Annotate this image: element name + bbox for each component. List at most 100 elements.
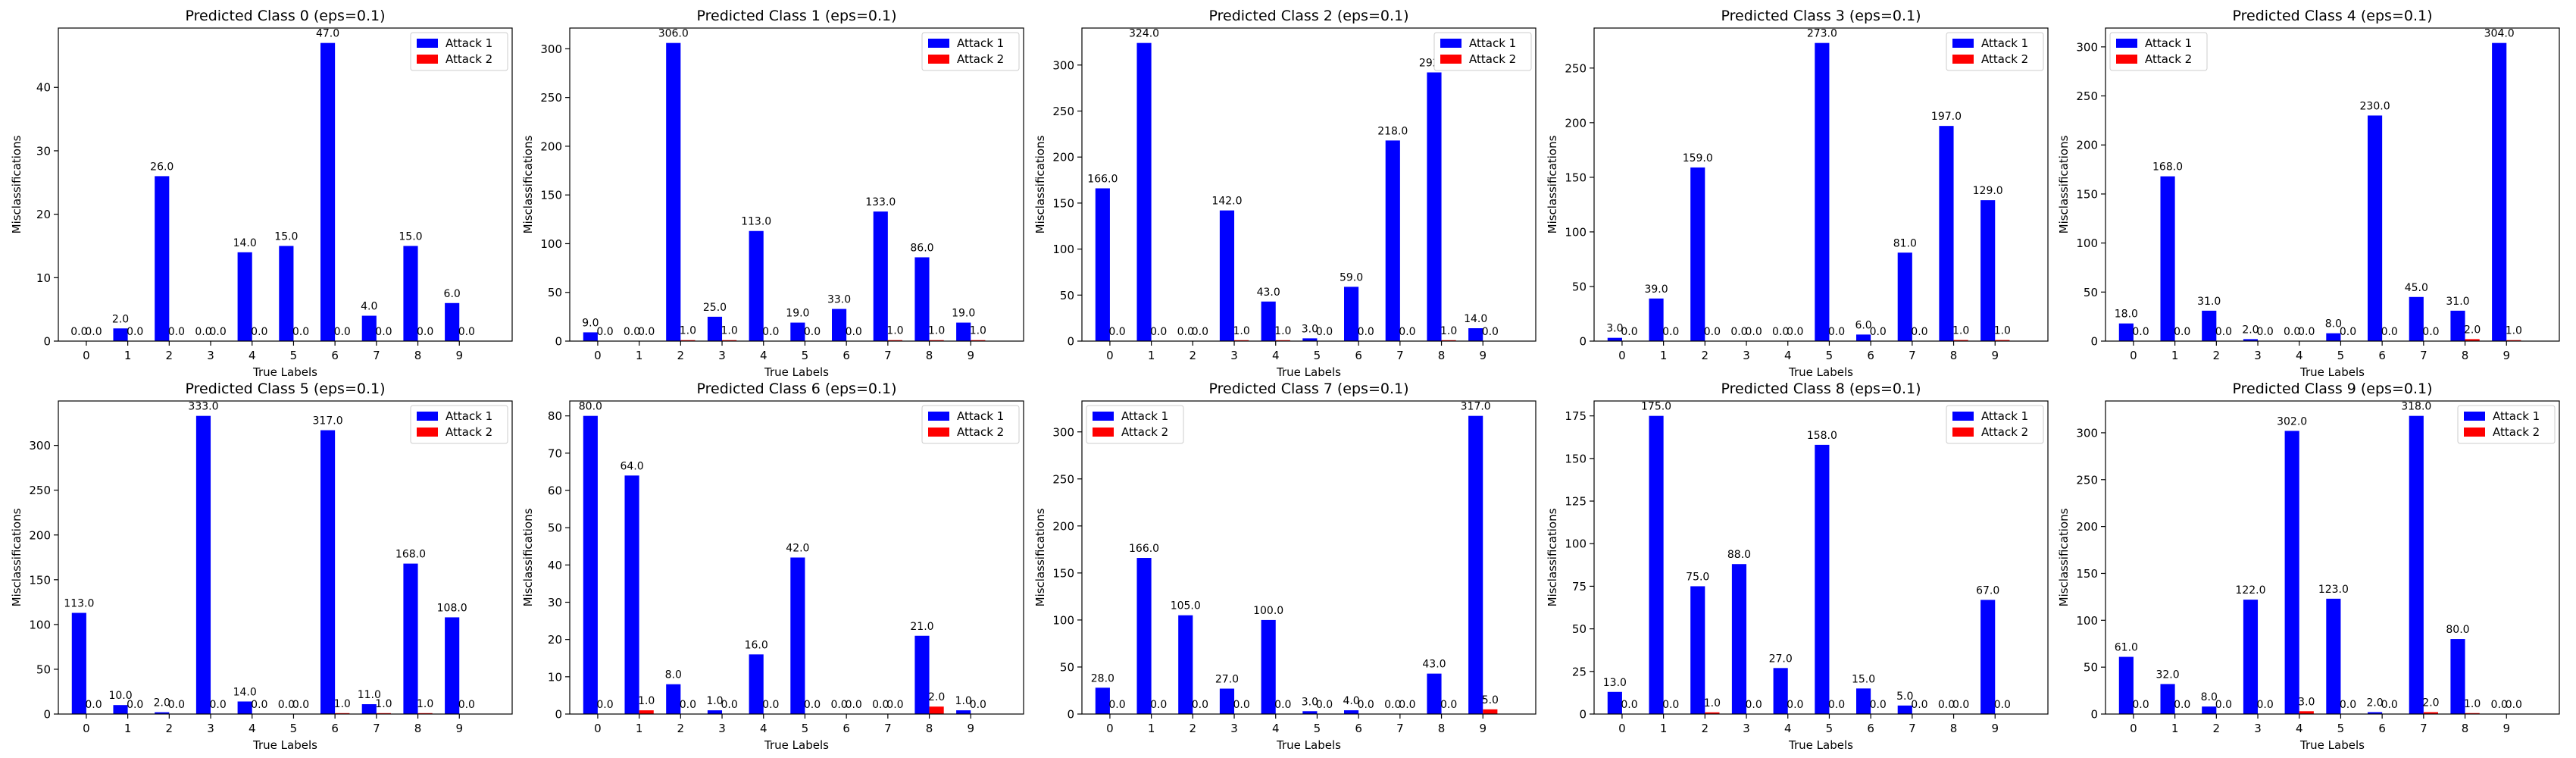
- data-label: 0.0: [1730, 326, 1747, 338]
- x-tick-label: 6: [2378, 349, 2386, 362]
- y-tick-label: 200: [2076, 520, 2098, 534]
- x-tick-label: 7: [1396, 349, 1404, 362]
- bar-attack1: [707, 316, 723, 341]
- legend: Attack 1 Attack 2: [2457, 405, 2556, 444]
- y-tick-label: 300: [2076, 426, 2098, 440]
- data-label: 14.0: [233, 686, 257, 698]
- data-label: 6.0: [444, 288, 461, 300]
- data-label: 0.0: [2340, 326, 2356, 338]
- legend-label-attack1: Attack 1: [2493, 409, 2540, 423]
- y-tick-label: 20: [36, 208, 51, 221]
- data-label: 67.0: [1976, 584, 1999, 597]
- axes-frame: [569, 27, 1024, 342]
- bar-attack2: [680, 340, 696, 341]
- data-label: 0.0: [2340, 699, 2356, 711]
- y-tick-label: 30: [36, 144, 51, 158]
- bar-attack1: [583, 332, 598, 341]
- data-label: 0.0: [2132, 326, 2149, 338]
- data-label: 43.0: [1257, 287, 1280, 299]
- bar-attack2: [929, 340, 944, 341]
- x-tick-label: 5: [290, 349, 298, 362]
- bar-attack1: [666, 684, 681, 714]
- y-tick-label: 300: [1052, 425, 1074, 439]
- subplot-8: Predicted Class 8 (eps=0.1)13.00.0175.00…: [1546, 381, 2049, 752]
- data-label: 3.0: [1302, 323, 1318, 335]
- x-tick-label: 5: [802, 722, 809, 735]
- bar-attack1: [361, 704, 377, 714]
- x-axis-label: True Labels: [2299, 365, 2365, 379]
- legend-label-attack1: Attack 1: [1121, 409, 1168, 423]
- data-label: 1.0: [706, 695, 723, 707]
- data-label: 175.0: [1641, 401, 1671, 413]
- data-label: 0.0: [195, 326, 211, 338]
- x-tick-label: 0: [2130, 349, 2137, 362]
- bar-attack1: [155, 176, 170, 341]
- x-tick-label: 7: [884, 349, 892, 362]
- data-label: 0.0: [1787, 699, 1803, 711]
- x-tick-label: 9: [967, 722, 974, 735]
- data-label: 317.0: [313, 415, 343, 428]
- bar-attack1: [445, 302, 460, 341]
- legend-label-attack2: Attack 2: [1981, 52, 2028, 66]
- x-tick-label: 1: [1148, 349, 1155, 362]
- data-label: 0.0: [1911, 326, 1927, 338]
- bar-attack1: [2243, 339, 2259, 341]
- x-tick-label: 3: [1743, 349, 1750, 362]
- bar-attack1: [320, 42, 336, 342]
- legend: Attack 1 Attack 2: [2109, 32, 2208, 71]
- y-tick-label: 50: [2084, 286, 2098, 299]
- bar-attack2: [1234, 340, 1249, 341]
- data-label: 4.0: [1343, 695, 1359, 707]
- data-label: 4.0: [361, 301, 377, 313]
- bar-attack2: [971, 340, 986, 341]
- data-label: 302.0: [2277, 415, 2307, 428]
- x-tick-label: 3: [2254, 722, 2262, 735]
- y-tick-label: 70: [548, 446, 562, 460]
- x-tick-label: 7: [373, 722, 380, 735]
- data-label: 0.0: [1482, 326, 1499, 338]
- x-tick-label: 1: [1660, 722, 1668, 735]
- x-axis-label: True Labels: [1788, 738, 1853, 752]
- data-label: 1.0: [680, 325, 696, 337]
- data-label: 31.0: [2446, 296, 2469, 308]
- data-label: 158.0: [1807, 430, 1837, 442]
- data-label: 14.0: [233, 237, 257, 249]
- data-label: 0.0: [596, 326, 613, 338]
- y-tick-label: 50: [548, 522, 562, 535]
- bar-attack2: [722, 340, 737, 341]
- legend-label-attack2: Attack 2: [957, 425, 1004, 439]
- legend-swatch-attack2: [928, 428, 949, 437]
- data-label: 1.0: [955, 695, 972, 707]
- x-tick-label: 4: [249, 722, 256, 735]
- data-label: 2.0: [928, 691, 945, 703]
- y-tick-label: 200: [540, 139, 562, 153]
- x-tick-label: 1: [2171, 722, 2179, 735]
- data-label: 0.0: [1621, 326, 1637, 338]
- data-label: 0.0: [2381, 699, 2398, 711]
- legend-swatch-attack1: [928, 39, 949, 48]
- data-label: 45.0: [2405, 282, 2428, 294]
- data-label: 3.0: [1302, 696, 1318, 708]
- x-tick-label: 0: [1618, 722, 1626, 735]
- x-tick-label: 8: [2462, 722, 2469, 735]
- data-label: 0.0: [2132, 699, 2149, 711]
- bar-attack1: [1302, 711, 1318, 714]
- x-tick-label: 4: [760, 349, 767, 362]
- legend-label-attack2: Attack 2: [1981, 425, 2028, 439]
- data-label: 0.0: [762, 326, 779, 338]
- data-label: 0.0: [2298, 326, 2315, 338]
- x-tick-label: 4: [2296, 722, 2303, 735]
- data-label: 0.0: [1787, 326, 1803, 338]
- bar-attack1: [155, 712, 170, 714]
- x-tick-label: 1: [636, 722, 643, 735]
- data-label: 333.0: [188, 401, 218, 413]
- data-label: 159.0: [1683, 152, 1713, 164]
- y-tick-label: 25: [1572, 665, 1587, 678]
- y-axis-label: Misclassifications: [2057, 508, 2071, 606]
- x-tick-label: 7: [373, 349, 380, 362]
- legend: Attack 1 Attack 2: [1086, 405, 1184, 444]
- x-tick-label: 5: [290, 722, 298, 735]
- x-tick-label: 0: [83, 349, 90, 362]
- data-label: 27.0: [1215, 673, 1239, 685]
- bar-attack1: [71, 612, 86, 714]
